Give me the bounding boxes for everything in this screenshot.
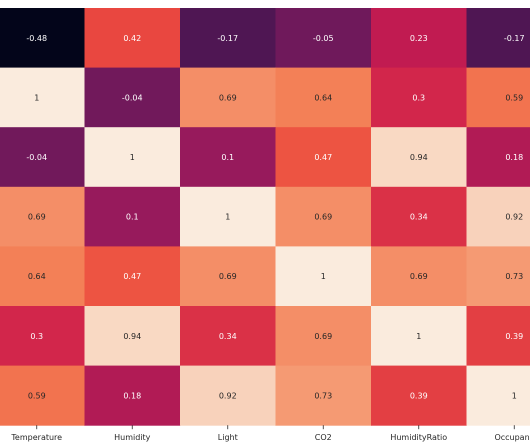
heatmap-cell-value: 1 bbox=[512, 391, 517, 400]
x-tick-label: CO2 bbox=[315, 433, 332, 442]
heatmap-cell bbox=[371, 127, 467, 188]
heatmap-cell-value: 0.42 bbox=[123, 34, 141, 43]
heatmap-cell-value: -0.04 bbox=[122, 93, 143, 102]
heatmap-cell-value: 0.47 bbox=[123, 272, 141, 281]
x-axis: Temperature Humidity Light CO2 HumidityRatio… bbox=[10, 425, 530, 442]
heatmap-cell-value: 0.69 bbox=[314, 332, 332, 341]
heatmap-cell bbox=[371, 8, 467, 69]
heatmap-cell-value: 0.47 bbox=[314, 153, 332, 162]
heatmap-cell-value: 0.3 bbox=[412, 93, 425, 102]
heatmap-cell bbox=[275, 8, 372, 69]
heatmap-cell bbox=[180, 8, 276, 69]
heatmap-cell bbox=[84, 67, 181, 128]
heatmap-cells: -0.48 0.42 -0.17 -0.05 0.23 -0.17 1 -0.04 0.69 0.… bbox=[0, 8, 530, 426]
heatmap-cell bbox=[180, 186, 276, 247]
heatmap-cell bbox=[0, 186, 85, 247]
heatmap-cell-value: 0.94 bbox=[123, 332, 141, 341]
heatmap-cell-value: 0.69 bbox=[219, 93, 237, 102]
heatmap-cell bbox=[84, 8, 181, 69]
heatmap-cell bbox=[466, 365, 530, 426]
heatmap-cell-value: 0.92 bbox=[505, 213, 523, 222]
heatmap-cell bbox=[180, 365, 276, 426]
heatmap-cell-value: 0.34 bbox=[219, 332, 237, 341]
heatmap-cell-value: 0.92 bbox=[219, 391, 237, 400]
heatmap-cell bbox=[180, 127, 276, 188]
heatmap-cell bbox=[0, 306, 85, 367]
heatmap-cell-value: 0.73 bbox=[505, 272, 523, 281]
heatmap-cell-value: 0.69 bbox=[314, 213, 332, 222]
heatmap-cell-value: 0.3 bbox=[30, 332, 43, 341]
heatmap-cell bbox=[0, 365, 85, 426]
heatmap-cell bbox=[0, 246, 85, 307]
heatmap-cell-value: -0.05 bbox=[313, 34, 334, 43]
x-tick-label: Humidity bbox=[114, 433, 151, 442]
x-tick-label: Light bbox=[218, 433, 238, 442]
heatmap-cell-value: -0.17 bbox=[217, 34, 238, 43]
heatmap-cell bbox=[84, 246, 181, 307]
heatmap-cell bbox=[371, 365, 467, 426]
heatmap-cell bbox=[466, 67, 530, 128]
heatmap-cell bbox=[466, 306, 530, 367]
heatmap-cell bbox=[371, 67, 467, 128]
heatmap-cell-value: 0.18 bbox=[123, 391, 141, 400]
heatmap-cell bbox=[275, 246, 372, 307]
heatmap-cell-value: 0.39 bbox=[410, 391, 428, 400]
heatmap-cell bbox=[466, 8, 530, 69]
heatmap-cell bbox=[275, 306, 372, 367]
heatmap-cell bbox=[275, 127, 372, 188]
heatmap-cell bbox=[0, 67, 85, 128]
heatmap-cell bbox=[84, 186, 181, 247]
heatmap-cell-value: 0.39 bbox=[505, 332, 523, 341]
heatmap-cell bbox=[275, 186, 372, 247]
heatmap-cell-value: 1 bbox=[130, 153, 135, 162]
heatmap-cell bbox=[466, 127, 530, 188]
heatmap-cell bbox=[275, 67, 372, 128]
heatmap-cell bbox=[180, 306, 276, 367]
heatmap-cell-value: 0.69 bbox=[219, 272, 237, 281]
heatmap-cell-value: 0.23 bbox=[410, 34, 428, 43]
heatmap-cell bbox=[466, 246, 530, 307]
heatmap-cell bbox=[84, 127, 181, 188]
heatmap-cell-value: 1 bbox=[416, 332, 421, 341]
x-tick-label: HumidityRatio bbox=[390, 433, 447, 442]
heatmap-cell bbox=[180, 246, 276, 307]
heatmap-cell-value: 0.59 bbox=[28, 391, 46, 400]
heatmap-cell-value: 0.1 bbox=[221, 153, 234, 162]
heatmap-cell-value: 1 bbox=[34, 93, 39, 102]
heatmap-cell-value: 0.69 bbox=[410, 272, 428, 281]
heatmap-cell-value: 1 bbox=[225, 213, 230, 222]
heatmap-cell bbox=[275, 365, 372, 426]
heatmap-cell-value: -0.17 bbox=[504, 34, 525, 43]
heatmap-cell-value: 0.64 bbox=[28, 272, 46, 281]
heatmap-cell-value: 0.1 bbox=[126, 213, 139, 222]
heatmap-cell-value: 1 bbox=[321, 272, 326, 281]
heatmap-cell-value: 0.69 bbox=[28, 213, 46, 222]
heatmap-cell bbox=[84, 365, 181, 426]
heatmap-cell-value: 0.34 bbox=[410, 213, 428, 222]
heatmap-cell-value: 0.94 bbox=[410, 153, 428, 162]
heatmap-cell bbox=[0, 8, 85, 69]
heatmap-cell-value: 0.64 bbox=[314, 93, 332, 102]
heatmap-cell-value: 0.73 bbox=[314, 391, 332, 400]
heatmap-cell bbox=[466, 186, 530, 247]
x-tick-label: Occupanc bbox=[494, 433, 530, 442]
heatmap-cell bbox=[371, 246, 467, 307]
heatmap-cell-value: -0.48 bbox=[26, 34, 47, 43]
heatmap-cell-value: -0.04 bbox=[26, 153, 47, 162]
heatmap-cell bbox=[180, 67, 276, 128]
heatmap-cell bbox=[84, 306, 181, 367]
heatmap-cell bbox=[371, 306, 467, 367]
heatmap-cell bbox=[0, 127, 85, 188]
x-tick-label: Temperature bbox=[10, 433, 62, 442]
heatmap-cell-value: 0.18 bbox=[505, 153, 523, 162]
heatmap-cell bbox=[371, 186, 467, 247]
heatmap-cell-value: 0.59 bbox=[505, 93, 523, 102]
